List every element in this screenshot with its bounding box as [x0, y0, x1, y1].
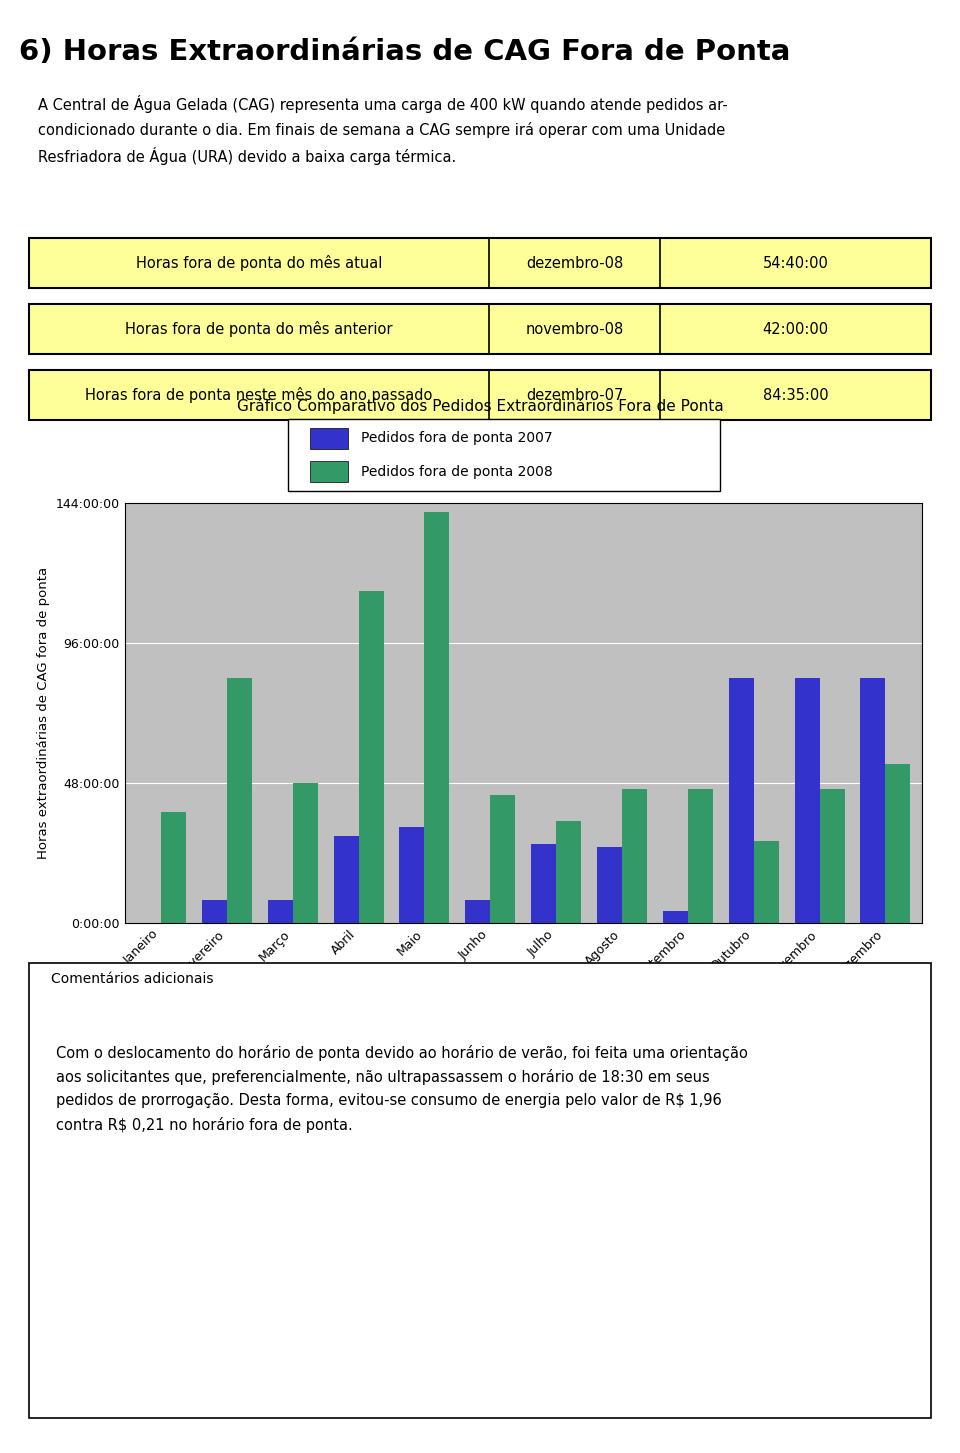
- Y-axis label: Horas extraordinárias de CAG fora de ponta: Horas extraordinárias de CAG fora de pon…: [37, 567, 50, 859]
- Bar: [729, 679, 754, 923]
- Text: Gráfico Comparativo dos Pedidos Extraordinários Fora de Ponta: Gráfico Comparativo dos Pedidos Extraord…: [236, 398, 724, 414]
- Bar: [293, 783, 318, 923]
- Bar: [424, 511, 449, 923]
- Text: Horas fora de ponta neste mês do ano passado: Horas fora de ponta neste mês do ano pas…: [85, 386, 433, 402]
- Bar: [161, 812, 186, 923]
- Bar: [491, 795, 516, 923]
- Bar: [556, 821, 581, 923]
- Bar: [597, 847, 622, 923]
- Bar: [754, 841, 779, 923]
- Text: Pedidos fora de ponta 2008: Pedidos fora de ponta 2008: [361, 465, 553, 478]
- Bar: [885, 763, 910, 923]
- Text: 54:40:00: 54:40:00: [763, 256, 828, 270]
- Text: novembro-08: novembro-08: [526, 321, 624, 337]
- Text: Com o deslocamento do horário de ponta devido ao horário de verão, foi feita uma: Com o deslocamento do horário de ponta d…: [56, 1045, 748, 1132]
- Bar: [662, 911, 687, 923]
- Bar: [359, 590, 384, 923]
- Bar: [466, 899, 491, 923]
- Bar: [399, 827, 424, 923]
- Text: 84:35:00: 84:35:00: [763, 388, 828, 402]
- Bar: [687, 789, 713, 923]
- Text: Comentários adicionais: Comentários adicionais: [52, 972, 214, 987]
- Bar: [202, 899, 227, 923]
- Bar: [268, 899, 293, 923]
- Text: dezembro-08: dezembro-08: [526, 256, 623, 270]
- Bar: [622, 789, 647, 923]
- Bar: [309, 427, 348, 449]
- Text: A Central de Água Gelada (CAG) representa uma carga de 400 kW quando atende pedi: A Central de Água Gelada (CAG) represent…: [37, 96, 728, 166]
- Bar: [227, 679, 252, 923]
- Bar: [820, 789, 845, 923]
- Text: 6) Horas Extraordinárias de CAG Fora de Ponta: 6) Horas Extraordinárias de CAG Fora de …: [19, 38, 791, 65]
- Text: 42:00:00: 42:00:00: [763, 321, 828, 337]
- Text: Pedidos fora de ponta 2007: Pedidos fora de ponta 2007: [361, 432, 553, 446]
- Bar: [860, 679, 885, 923]
- Bar: [333, 835, 359, 923]
- Text: Horas fora de ponta do mês anterior: Horas fora de ponta do mês anterior: [125, 321, 393, 337]
- Bar: [531, 844, 556, 923]
- Text: Horas fora de ponta do mês atual: Horas fora de ponta do mês atual: [135, 254, 382, 272]
- Bar: [309, 461, 348, 482]
- Bar: [795, 679, 820, 923]
- Text: dezembro-07: dezembro-07: [526, 388, 623, 402]
